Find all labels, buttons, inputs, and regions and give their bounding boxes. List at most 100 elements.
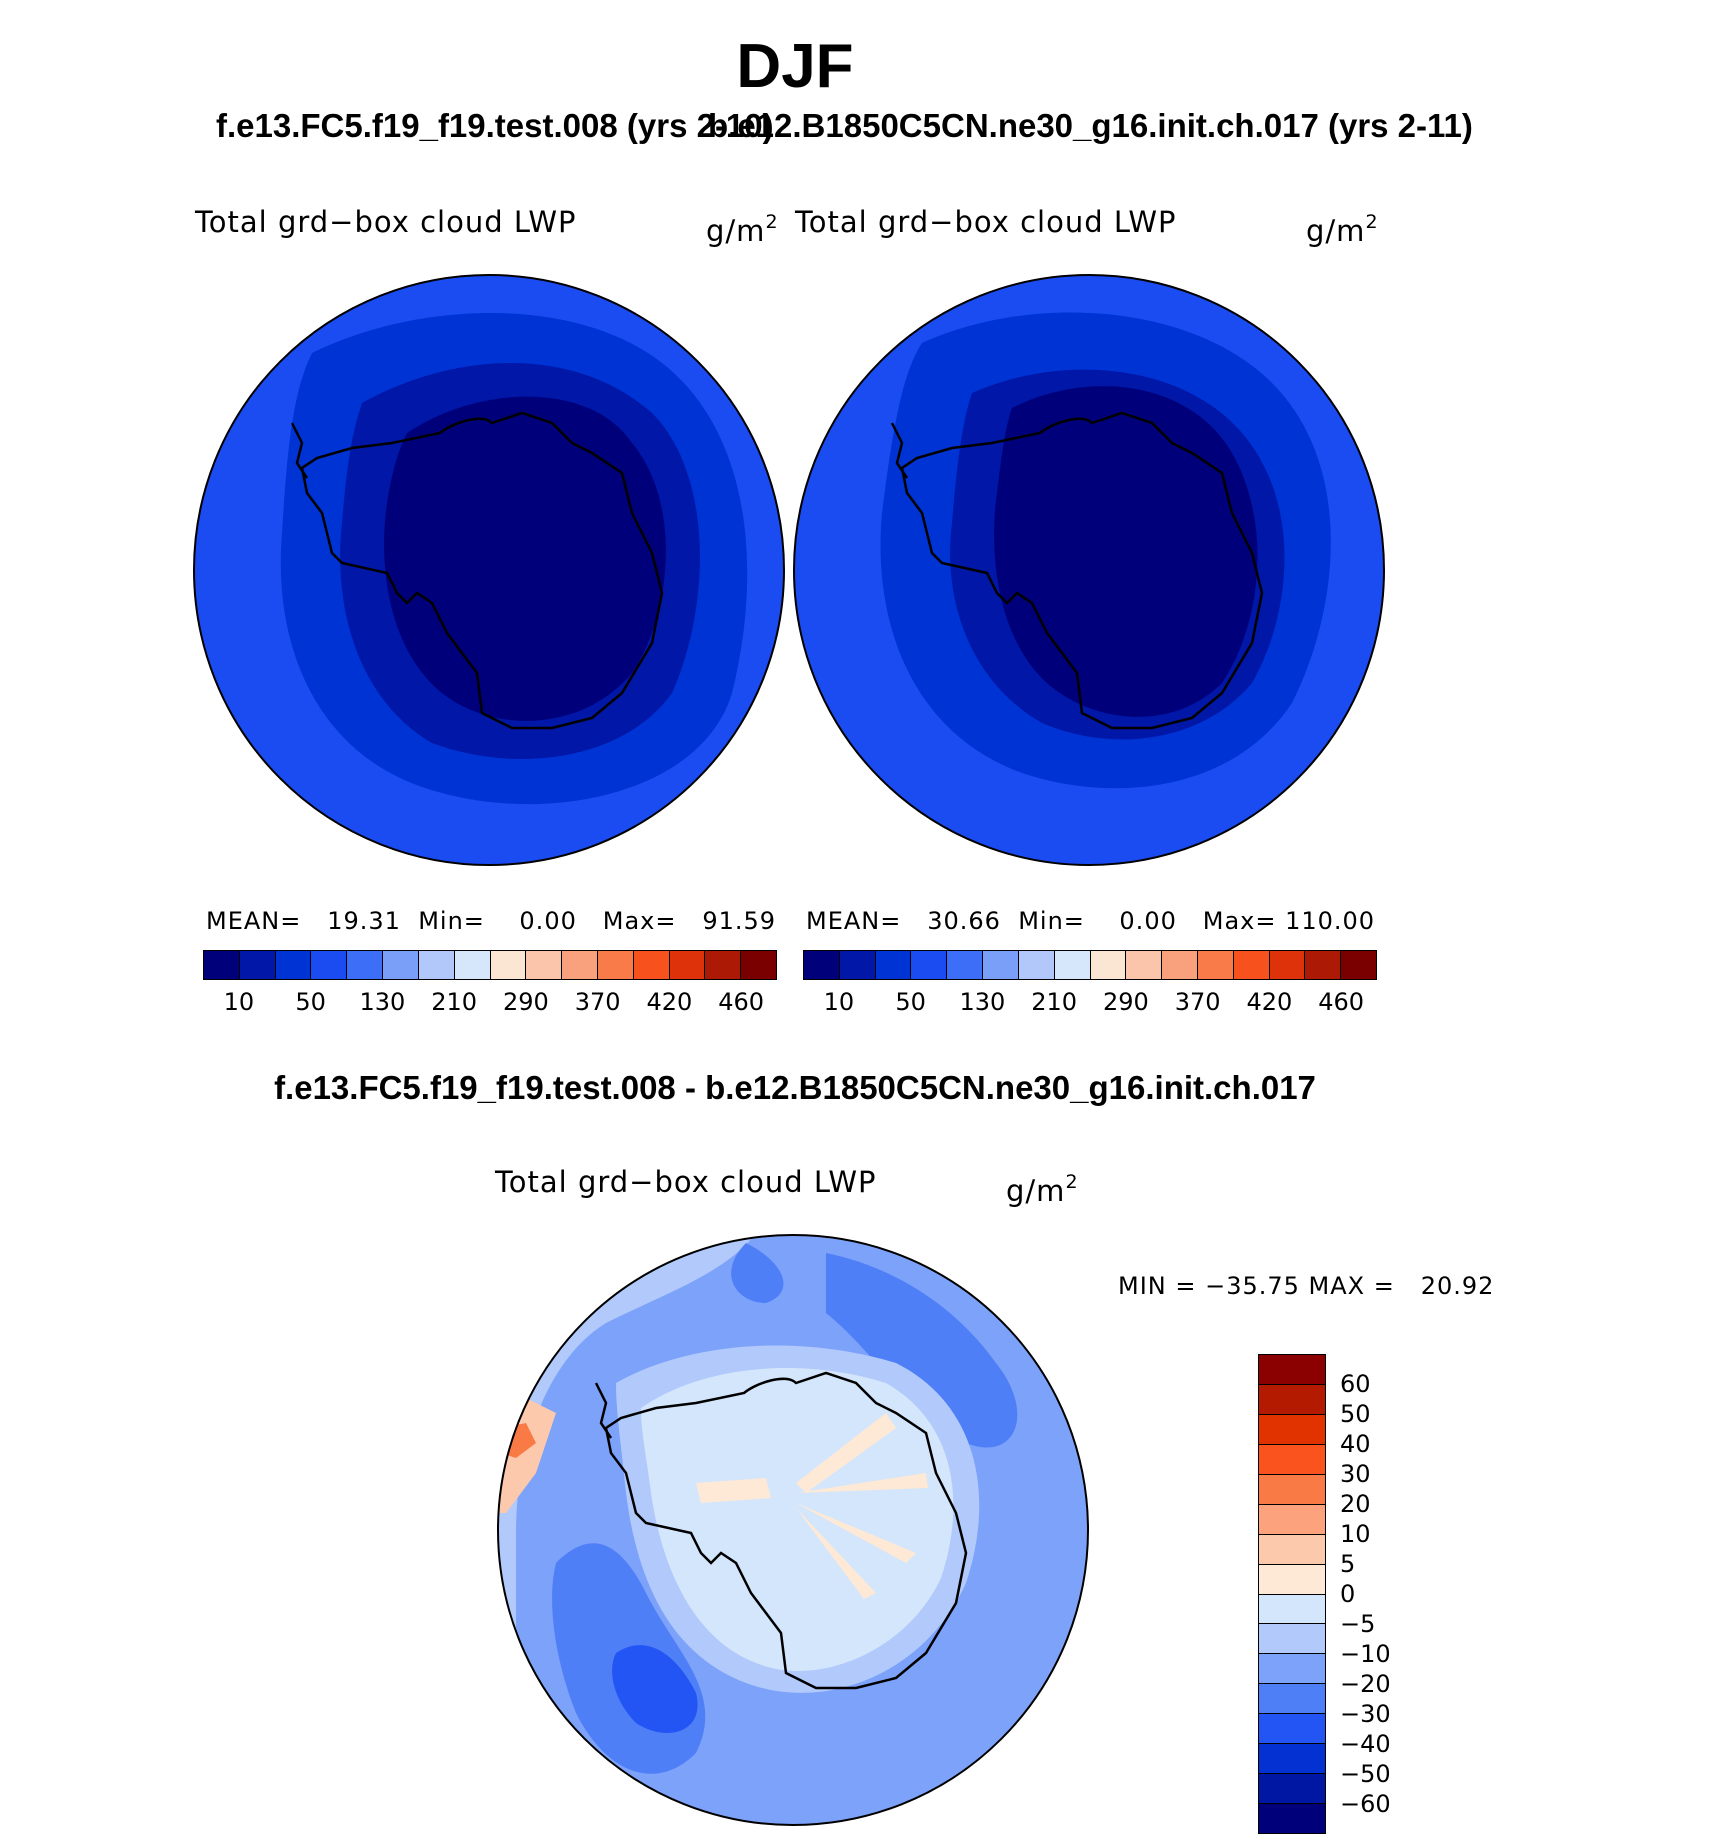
diff-colorbar xyxy=(1258,1354,1326,1834)
colorbar-tick-label: 370 xyxy=(574,988,621,1016)
right-colorbar-labels: 10 50 130 210 290 370 420 460 xyxy=(803,988,1377,1018)
colorbar-cell xyxy=(1259,1744,1325,1775)
colorbar-tick-label: 420 xyxy=(1246,988,1293,1016)
colorbar-cell xyxy=(311,951,348,979)
colorbar-cell xyxy=(1259,1444,1325,1475)
colorbar-cell xyxy=(347,951,384,979)
colorbar-cell xyxy=(1341,951,1376,979)
colorbar-tick-label: 40 xyxy=(1340,1430,1371,1458)
colorbar-cell xyxy=(947,951,984,979)
colorbar-cell xyxy=(911,951,948,979)
colorbar-cell xyxy=(1305,951,1342,979)
colorbar-cell xyxy=(275,951,312,979)
colorbar-cell xyxy=(1197,951,1234,979)
left-units-label: g/m2 xyxy=(706,211,779,248)
left-colorbar-labels: 10 50 130 210 290 370 420 460 xyxy=(203,988,777,1018)
colorbar-cell xyxy=(1259,1534,1325,1565)
diff-units-label: g/m2 xyxy=(1006,1171,1079,1208)
colorbar-tick-label: 460 xyxy=(718,988,765,1016)
left-case-title: f.e13.FC5.f19_f19.test.008 (yrs 2-10) xyxy=(216,107,774,144)
colorbar-tick-label: 5 xyxy=(1340,1550,1356,1578)
diff-colorbar-labels: 60 50 40 30 20 10 5 0 −5 −10 −20 −30 −40 −50 −60 xyxy=(1340,1354,1460,1834)
right-stats: MEAN= 30.66 Min= 0.00 Max= 110.00 xyxy=(806,907,1376,935)
colorbar-cell xyxy=(669,951,706,979)
colorbar-cell xyxy=(1259,1384,1325,1415)
colorbar-tick-label: 370 xyxy=(1174,988,1221,1016)
colorbar-tick-label: 50 xyxy=(295,988,326,1016)
diff-stats: MIN = −35.75 MAX = 20.92 xyxy=(1118,1272,1495,1300)
colorbar-tick-label: 30 xyxy=(1340,1460,1371,1488)
colorbar-cell xyxy=(1259,1774,1325,1805)
colorbar-cell xyxy=(804,951,840,979)
colorbar-tick-label: 130 xyxy=(359,988,406,1016)
right-variable-label: Total grd−box cloud LWP xyxy=(795,205,1177,239)
colorbar-cell xyxy=(1018,951,1055,979)
left-colorbar xyxy=(203,950,777,980)
right-case-title: b.e12.B1850C5CN.ne30_g16.init.ch.017 (yr… xyxy=(708,107,1473,144)
colorbar-cell xyxy=(1259,1355,1325,1385)
colorbar-tick-label: 290 xyxy=(502,988,549,1016)
colorbar-tick-label: 10 xyxy=(1340,1520,1371,1548)
left-variable-label: Total grd−box cloud LWP xyxy=(195,205,577,239)
colorbar-tick-label: 10 xyxy=(823,988,855,1016)
right-colorbar xyxy=(803,950,1377,980)
colorbar-tick-label: −40 xyxy=(1340,1730,1391,1758)
colorbar-cell xyxy=(983,951,1019,979)
colorbar-tick-label: −10 xyxy=(1340,1640,1391,1668)
colorbar-tick-label: 130 xyxy=(959,988,1006,1016)
colorbar-cell xyxy=(1259,1414,1325,1445)
diff-variable-label: Total grd−box cloud LWP xyxy=(495,1165,877,1199)
colorbar-cell xyxy=(526,951,563,979)
colorbar-cell xyxy=(633,951,670,979)
colorbar-tick-label: −50 xyxy=(1340,1760,1391,1788)
colorbar-cell xyxy=(204,951,240,979)
colorbar-tick-label: 210 xyxy=(1031,988,1078,1016)
left-polar-map xyxy=(193,274,785,866)
colorbar-cell xyxy=(418,951,455,979)
colorbar-tick-label: 420 xyxy=(646,988,693,1016)
colorbar-cell xyxy=(383,951,419,979)
right-polar-map xyxy=(793,274,1385,866)
colorbar-tick-label: 60 xyxy=(1340,1370,1371,1398)
colorbar-tick-label: 20 xyxy=(1340,1490,1371,1518)
colorbar-cell xyxy=(1259,1624,1325,1655)
colorbar-cell xyxy=(1126,951,1163,979)
colorbar-tick-label: −60 xyxy=(1340,1790,1391,1818)
colorbar-cell xyxy=(239,951,276,979)
colorbar-cell xyxy=(1259,1564,1325,1595)
colorbar-cell xyxy=(741,951,776,979)
colorbar-tick-label: 10 xyxy=(223,988,255,1016)
colorbar-cell xyxy=(705,951,742,979)
colorbar-cell xyxy=(490,951,527,979)
colorbar-cell xyxy=(1259,1804,1325,1833)
colorbar-cell xyxy=(454,951,491,979)
right-units-label: g/m2 xyxy=(1306,211,1379,248)
colorbar-tick-label: −20 xyxy=(1340,1670,1391,1698)
diff-title: f.e13.FC5.f19_f19.test.008 - b.e12.B1850… xyxy=(274,1069,1316,1106)
colorbar-cell xyxy=(1259,1714,1325,1745)
colorbar-cell xyxy=(1259,1474,1325,1505)
colorbar-cell xyxy=(839,951,876,979)
colorbar-tick-label: 50 xyxy=(1340,1400,1371,1428)
colorbar-tick-label: 460 xyxy=(1318,988,1365,1016)
colorbar-cell xyxy=(875,951,912,979)
colorbar-tick-label: −5 xyxy=(1340,1610,1376,1638)
colorbar-cell xyxy=(1269,951,1306,979)
left-stats: MEAN= 19.31 Min= 0.00 Max= 91.59 xyxy=(206,907,777,935)
colorbar-cell xyxy=(1054,951,1091,979)
colorbar-cell xyxy=(1162,951,1198,979)
colorbar-cell xyxy=(597,951,634,979)
colorbar-tick-label: 290 xyxy=(1102,988,1149,1016)
colorbar-tick-label: 210 xyxy=(431,988,478,1016)
colorbar-cell xyxy=(1259,1684,1325,1715)
colorbar-cell xyxy=(1233,951,1270,979)
colorbar-cell xyxy=(1259,1594,1325,1625)
diff-polar-map xyxy=(497,1234,1089,1826)
colorbar-cell xyxy=(1090,951,1127,979)
colorbar-tick-label: 0 xyxy=(1340,1580,1356,1608)
colorbar-tick-label: −30 xyxy=(1340,1700,1391,1728)
colorbar-cell xyxy=(1259,1654,1325,1685)
colorbar-cell xyxy=(562,951,598,979)
colorbar-cell xyxy=(1259,1504,1325,1535)
colorbar-tick-label: 50 xyxy=(895,988,926,1016)
